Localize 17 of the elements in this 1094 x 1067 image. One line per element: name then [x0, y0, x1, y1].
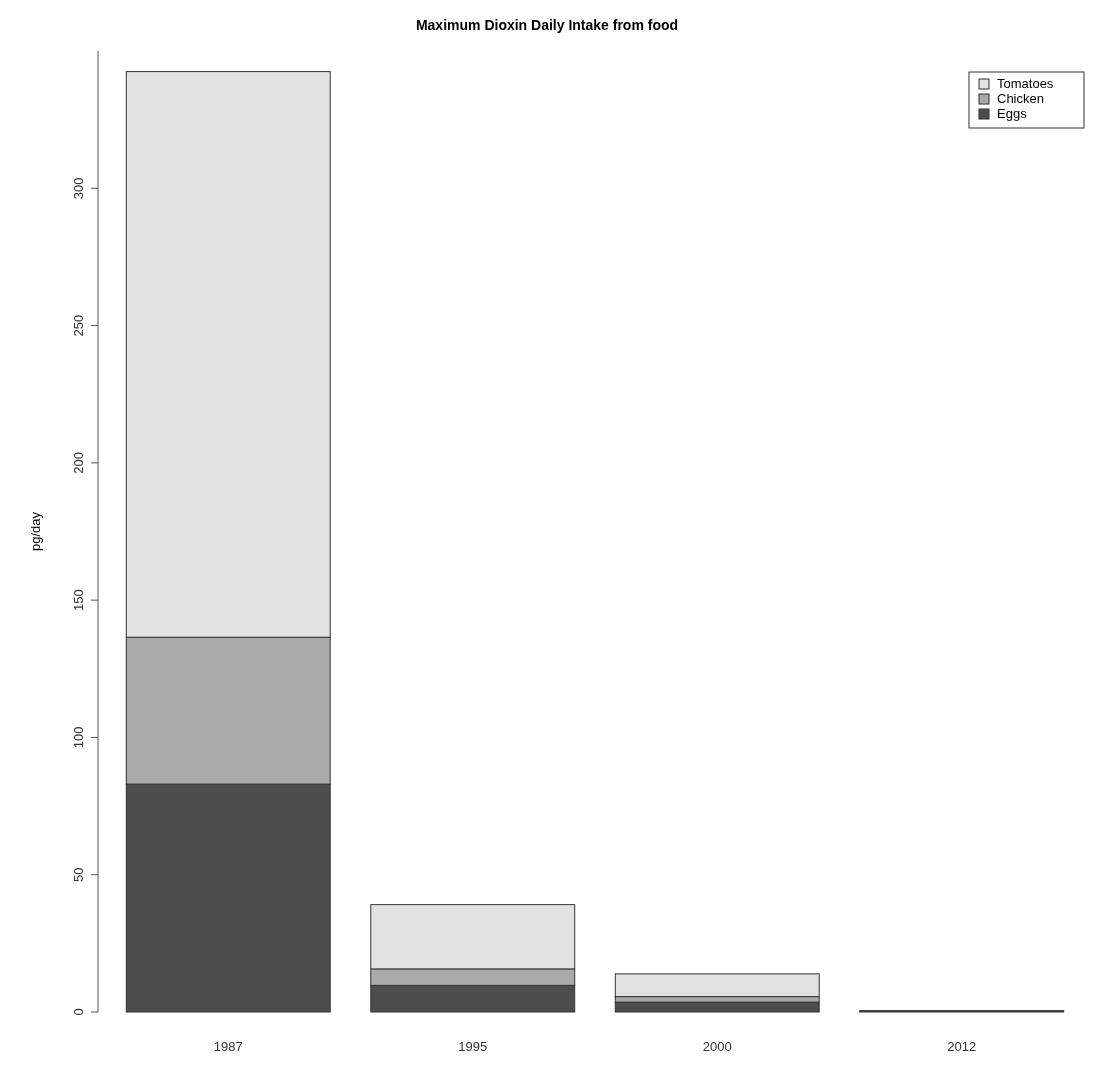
y-tick-label: 150 [71, 589, 86, 611]
legend-label: Tomatoes [997, 76, 1054, 91]
y-tick-label: 0 [71, 1008, 86, 1016]
y-tick-label: 100 [71, 726, 86, 749]
y-tick-label: 300 [71, 177, 86, 200]
chart-title: Maximum Dioxin Daily Intake from food [415, 17, 679, 33]
x-tick-label: 1995 [458, 1039, 488, 1054]
y-tick-label: 250 [71, 314, 86, 337]
x-tick-label: 1987 [213, 1039, 243, 1054]
x-tick-label: 2000 [702, 1039, 732, 1054]
bar [614, 1001, 820, 1013]
y-axis-title: pg/day [28, 511, 43, 552]
y-tick-label: 50 [71, 867, 86, 882]
y-tick-label: 200 [71, 452, 86, 474]
legend-label: Eggs [997, 106, 1028, 121]
x-tick-label: 2012 [947, 1039, 977, 1054]
legend-label: Chicken [997, 91, 1044, 106]
